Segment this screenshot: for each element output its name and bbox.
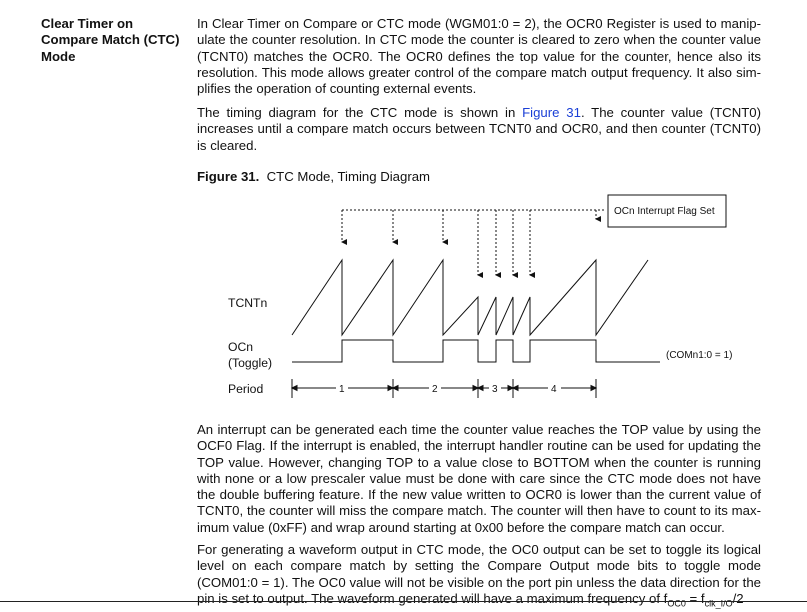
ocn-label: OCn — [228, 340, 253, 354]
text-span: pin is set to output. The waveform gener… — [197, 590, 668, 606]
period-number: 1 — [339, 384, 345, 395]
arrowhead — [290, 384, 298, 392]
page-bottom-rule — [0, 601, 807, 602]
text-span: . The counter value (TCNT0) — [580, 105, 762, 120]
text-line: TCNT0, the counter will miss the compare… — [197, 503, 761, 519]
figure-number: Figure 31. — [197, 169, 260, 184]
interrupt-arrows — [341, 210, 601, 278]
flag-box-label: OCn Interrupt Flag Set — [614, 206, 715, 217]
formula-eq: = f — [685, 590, 705, 606]
text-line: For generating a waveform output in CTC … — [197, 542, 761, 557]
text-line: The timing diagram for the CTC mode is s… — [197, 105, 761, 121]
text-line: resolution. This mode allows greater con… — [197, 64, 761, 80]
period-number: 2 — [432, 384, 438, 395]
text-line: OCF0 Flag. If the interrupt is enabled, … — [197, 438, 761, 454]
figure-caption: Figure 31. CTC Mode, Timing Diagram — [197, 169, 430, 184]
text-line: ulate the counter resolution. In CTC mod… — [197, 32, 761, 48]
text-line: plifies the operation of counting extern… — [197, 81, 477, 97]
paragraph-interrupt: An interrupt can be generated each time … — [197, 422, 761, 536]
text-line: level on each compare match by setting t… — [197, 558, 761, 574]
text-line: (COM01:0 = 1). The OC0 value will not be… — [197, 574, 761, 590]
arrowhead — [476, 384, 484, 392]
text-line: TOP value. However, changing TOP to a va… — [197, 454, 761, 470]
figure-title: CTC Mode, Timing Diagram — [266, 169, 431, 184]
tcnt-waveform — [291, 258, 649, 337]
paragraph-ctc-intro: In Clear Timer on Compare or CTC mode (W… — [197, 16, 761, 97]
figure-31-link[interactable]: Figure 31 — [522, 105, 581, 120]
period-number: 4 — [551, 384, 557, 395]
arrowhead — [391, 384, 399, 392]
com-label: (COMn1:0 = 1) — [666, 350, 732, 361]
paragraph-waveform: For generating a waveform output in CTC … — [197, 542, 761, 612]
period-number: 3 — [492, 384, 498, 395]
formula-tail: /2 — [732, 590, 744, 606]
period-arrows — [290, 384, 598, 392]
arrowhead — [590, 384, 598, 392]
text-line: with none or a low prescaler value must … — [197, 470, 761, 486]
text-span: The timing diagram for the CTC mode is s… — [197, 105, 523, 120]
tcnt-label: TCNTn — [228, 296, 267, 310]
text-line: is cleared. — [197, 137, 258, 153]
section-heading-line: Compare Match (CTC) — [41, 32, 180, 48]
section-heading: Clear Timer on Compare Match (CTC) Mode — [41, 16, 191, 65]
period-label: Period — [228, 382, 263, 396]
arrowhead — [511, 384, 519, 392]
section-heading-line: Clear Timer on — [41, 16, 134, 31]
toggle-label: (Toggle) — [228, 356, 272, 370]
arrowhead — [472, 384, 480, 392]
arrowhead — [507, 384, 515, 392]
text-line: increases until a compare match occurs b… — [197, 121, 761, 137]
text-line: imum value (0xFF) and wrap around starti… — [197, 519, 725, 535]
paragraph-timing-ref: The timing diagram for the CTC mode is s… — [197, 105, 761, 154]
ocn-waveform — [292, 339, 660, 363]
text-line: In Clear Timer on Compare or CTC mode (W… — [197, 16, 761, 31]
arrowhead — [387, 384, 395, 392]
flag-box — [607, 194, 727, 228]
section-heading-line: Mode — [41, 48, 76, 64]
text-line: the double buffering feature. If the new… — [197, 487, 761, 503]
text-line: (TCNT0) matches the OCR0. The OCR0 defin… — [197, 48, 761, 64]
text-line: An interrupt can be generated each time … — [197, 422, 761, 437]
